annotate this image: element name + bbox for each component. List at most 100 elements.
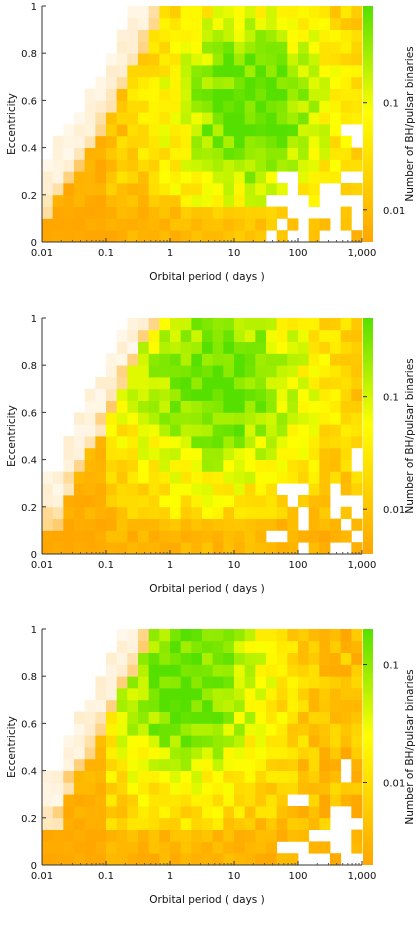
heatmap-cell	[180, 735, 192, 748]
heatmap-cell	[159, 506, 171, 519]
heatmap-cell	[170, 112, 182, 125]
heatmap-cell	[223, 829, 235, 842]
heatmap-cell	[170, 723, 182, 736]
heatmap-cell	[127, 711, 139, 724]
heatmap-cell	[116, 53, 128, 66]
heatmap-cell	[244, 183, 256, 196]
x-tick-label: 100	[288, 248, 307, 259]
heatmap-cell	[191, 76, 203, 89]
heatmap-cell	[266, 688, 278, 701]
heatmap-cell	[223, 171, 235, 184]
heatmap-cell	[330, 530, 342, 543]
heatmap-cell	[351, 29, 363, 42]
heatmap-cell	[319, 640, 331, 653]
heatmap-cell	[180, 530, 192, 543]
heatmap-cell	[223, 135, 235, 148]
heatmap-cell	[116, 483, 128, 496]
heatmap-cell	[308, 135, 320, 148]
heatmap-cell	[95, 194, 107, 207]
heatmap-cell	[287, 400, 299, 413]
heatmap-cell	[212, 542, 224, 555]
heatmap-cell	[148, 841, 160, 854]
heatmap-cell	[234, 135, 246, 148]
heatmap-cell	[170, 471, 182, 484]
heatmap-cell	[148, 388, 160, 401]
heatmap-cell	[244, 353, 256, 366]
heatmap-cell	[180, 758, 192, 771]
heatmap-cell	[106, 735, 118, 748]
heatmap-cell	[127, 424, 139, 437]
heatmap-cell	[244, 782, 256, 795]
heatmap-cell	[202, 459, 214, 472]
heatmap-cell	[127, 629, 139, 642]
heatmap-cell	[308, 183, 320, 196]
heatmap-cell	[244, 318, 256, 331]
heatmap-cell	[223, 183, 235, 196]
heatmap-cell	[170, 676, 182, 689]
heatmap-cell	[298, 758, 310, 771]
heatmap-cell	[212, 640, 224, 653]
heatmap-cell	[127, 530, 139, 543]
heatmap-cell	[127, 829, 139, 842]
heatmap-cell	[180, 230, 192, 243]
heatmap-cell	[202, 424, 214, 437]
heatmap-cell	[170, 206, 182, 219]
heatmap-cell	[234, 112, 246, 125]
heatmap-cell	[170, 65, 182, 78]
heatmap-cell	[138, 230, 150, 243]
heatmap-cell	[276, 65, 288, 78]
heatmap-cell	[106, 124, 118, 137]
heatmap-cell	[308, 817, 320, 830]
heatmap-cell	[319, 171, 331, 184]
heatmap-cell	[191, 459, 203, 472]
heatmap-cell	[95, 841, 107, 854]
heatmap-cell	[266, 41, 278, 54]
heatmap-cell	[42, 806, 54, 819]
heatmap-cell	[276, 747, 288, 760]
heatmap-cell	[127, 41, 139, 54]
heatmap-cell	[159, 829, 171, 842]
heatmap-cell	[191, 147, 203, 160]
colorbar-label: Number of BH/pulsar binaries	[404, 358, 416, 513]
x-tick-label: 1,000	[348, 560, 377, 571]
heatmap-cell	[212, 664, 224, 677]
heatmap-cell	[255, 518, 267, 531]
heatmap-cell	[223, 495, 235, 508]
heatmap-cell	[351, 377, 363, 390]
heatmap-cell	[330, 436, 342, 449]
heatmap-cell	[84, 711, 96, 724]
heatmap-cell	[234, 353, 246, 366]
heatmap-cell	[223, 483, 235, 496]
heatmap-cell	[95, 171, 107, 184]
heatmap-cell	[255, 218, 267, 231]
heatmap-cell	[308, 171, 320, 184]
heatmap-cell	[116, 711, 128, 724]
heatmap-cell	[95, 112, 107, 125]
heatmap-cell	[202, 676, 214, 689]
heatmap-cell	[138, 676, 150, 689]
heatmap-cell	[244, 542, 256, 555]
heatmap-cell	[116, 65, 128, 78]
heatmap-cell	[180, 100, 192, 113]
heatmap-cell	[191, 124, 203, 137]
heatmap-cell	[351, 688, 363, 701]
heatmap-cell	[330, 65, 342, 78]
heatmap-cell	[52, 829, 64, 842]
heatmap-cell	[330, 782, 342, 795]
heatmap-cell	[148, 400, 160, 413]
heatmap-cell	[234, 495, 246, 508]
heatmap-cell	[191, 100, 203, 113]
heatmap-cell	[255, 424, 267, 437]
heatmap-cell	[340, 530, 352, 543]
heatmap-cell	[298, 676, 310, 689]
heatmap-cell	[95, 518, 107, 531]
heatmap-panel-2: 0.01 0.1 1 10 100 1,000 0 0.2 0.4 0.6 0.8 1 Orbital …	[0, 312, 420, 623]
heatmap-cell	[266, 495, 278, 508]
heatmap-cell	[63, 735, 75, 748]
heatmap-cell	[148, 794, 160, 807]
heatmap-cell	[116, 436, 128, 449]
heatmap-cell	[319, 218, 331, 231]
heatmap-cell	[212, 53, 224, 66]
heatmap-cell	[244, 495, 256, 508]
heatmap-cell	[255, 841, 267, 854]
